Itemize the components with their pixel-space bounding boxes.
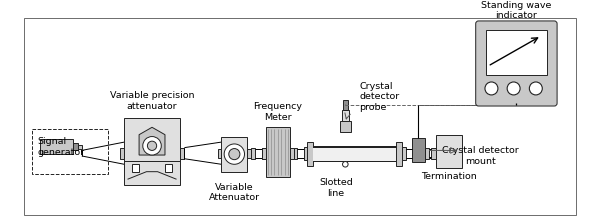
Bar (431, 148, 436, 159)
Bar (436, 135, 462, 168)
Circle shape (343, 161, 348, 167)
Text: Crystal detector
mount: Crystal detector mount (442, 146, 519, 166)
Bar (396, 142, 402, 166)
Bar (304, 147, 308, 160)
Bar (221, 136, 247, 172)
Bar (247, 149, 251, 158)
Text: Termination: Termination (421, 172, 477, 181)
Text: Frequency
Meter: Frequency Meter (253, 102, 302, 122)
Text: Slotted
line: Slotted line (319, 178, 353, 197)
Bar (78, 145, 82, 149)
Text: Signal
generator: Signal generator (37, 137, 85, 157)
Bar (486, 30, 547, 75)
Bar (32, 129, 107, 174)
Bar (262, 148, 266, 159)
Bar (402, 147, 406, 160)
Bar (131, 164, 139, 172)
Circle shape (229, 149, 240, 160)
Text: Variable precision
attenuator: Variable precision attenuator (110, 91, 194, 111)
Bar (307, 161, 402, 163)
Circle shape (143, 136, 161, 155)
Circle shape (529, 82, 542, 95)
Circle shape (148, 141, 157, 150)
Bar (425, 148, 430, 159)
Text: Standing wave
indicator: Standing wave indicator (481, 1, 551, 20)
Bar (119, 148, 124, 159)
Bar (307, 146, 402, 148)
Bar (340, 121, 351, 132)
Circle shape (485, 82, 498, 95)
Bar (343, 100, 348, 110)
Bar (313, 148, 396, 161)
Bar (73, 143, 78, 150)
Bar (293, 148, 297, 159)
Bar (40, 139, 73, 154)
FancyBboxPatch shape (476, 21, 557, 106)
Bar (218, 149, 221, 158)
Bar (266, 127, 290, 177)
Polygon shape (139, 127, 165, 155)
Bar (165, 164, 172, 172)
Bar (290, 148, 293, 159)
Text: Crystal
detector
probe: Crystal detector probe (359, 82, 400, 112)
Text: Variable
Attenuator: Variable Attenuator (209, 183, 260, 202)
Bar (180, 148, 184, 159)
Circle shape (224, 144, 245, 164)
Bar (341, 110, 349, 121)
Bar (262, 148, 266, 159)
Bar (124, 118, 180, 185)
Bar (251, 148, 254, 159)
Circle shape (507, 82, 520, 95)
Bar (412, 138, 425, 163)
Bar (307, 142, 313, 166)
